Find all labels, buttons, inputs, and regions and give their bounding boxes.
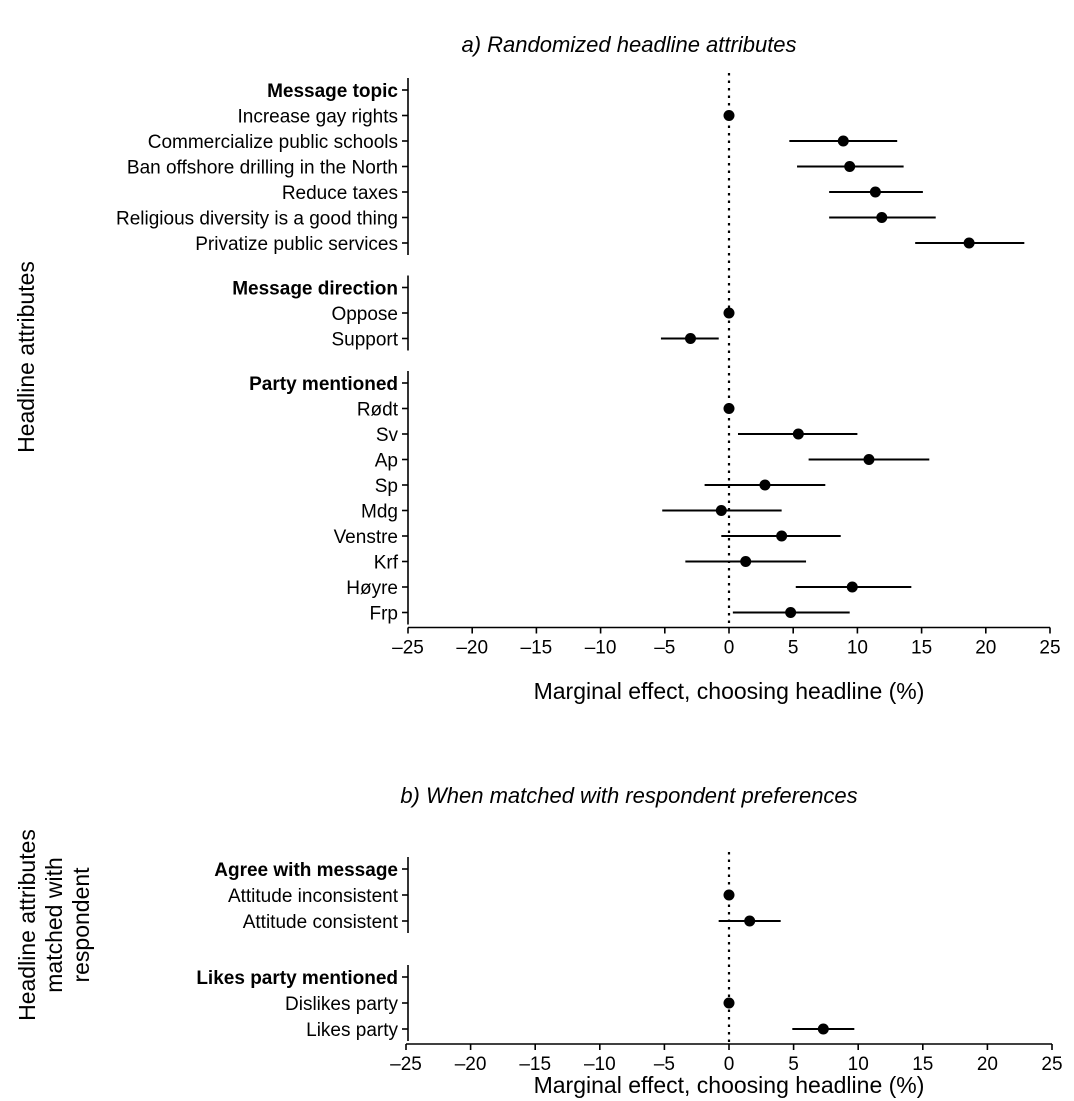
panel-b-x-tick-label: 15 — [912, 1054, 933, 1075]
panel-a-x-tick-label: 15 — [911, 638, 932, 659]
panel-a-group-header: Message direction — [232, 279, 398, 300]
panel-b-row-label: Likes party — [306, 1020, 398, 1041]
panel-a-row-label: Sv — [376, 425, 399, 446]
panel-b-group-header: Likes party mentioned — [196, 968, 398, 989]
panel-b-x-tick-label: –5 — [654, 1054, 675, 1075]
panel-b-x-tick-label: –15 — [519, 1054, 551, 1075]
panel-a-x-tick-label: 5 — [788, 638, 799, 659]
panel-a-point-estimate — [776, 530, 788, 542]
panel-a-point-estimate — [844, 161, 856, 172]
panel-a-x-tick-label: 10 — [847, 638, 868, 659]
panel-a-point-estimate — [740, 556, 752, 567]
panel-a-point-estimate — [715, 505, 727, 516]
panel-a-row-label: Sp — [375, 476, 398, 497]
panel-b-point-estimate — [723, 889, 735, 901]
panel-b-x-axis-label: Marginal effect, choosing headline (%) — [534, 1072, 925, 1098]
panel-a-row-label: Rødt — [357, 400, 399, 421]
panel-b-y-axis-label: matched with — [41, 857, 67, 993]
panel-b-row-label: Attitude consistent — [243, 912, 399, 933]
panel-a-row-label: Reduce taxes — [282, 183, 398, 204]
panel-b-y-axis-label: Headline attributes — [14, 829, 40, 1021]
panel-a-point-estimate — [837, 135, 849, 147]
panel-a-point-estimate — [792, 428, 804, 440]
panel-a-x-tick-label: 25 — [1039, 638, 1060, 659]
panel-b-x-tick-label: 5 — [788, 1054, 799, 1075]
panel-b-group-header: Agree with message — [214, 860, 398, 881]
panel-a-x-tick-label: –10 — [585, 638, 617, 659]
panel-a-row-label: Venstre — [334, 527, 398, 548]
panel-a-x-tick-label: –15 — [521, 638, 553, 659]
panel-b-x-tick-label: 10 — [848, 1054, 869, 1075]
panel-a-x-tick-label: –25 — [392, 638, 424, 659]
panel-a-row-label: Increase gay rights — [237, 107, 398, 128]
panel-a-x-tick-label: 20 — [975, 638, 996, 659]
panel-a-x-tick-label: 0 — [724, 638, 735, 659]
panel-a-row-label: Oppose — [331, 304, 398, 325]
panel-a-y-axis-label: Headline attributes — [13, 261, 39, 453]
panel-a-point-estimate — [759, 479, 771, 491]
panel-b-x-tick-label: 25 — [1041, 1054, 1062, 1075]
panel-a-point-estimate — [869, 186, 881, 198]
panel-b-x-tick-label: 0 — [724, 1054, 735, 1075]
panel-b-point-estimate — [744, 915, 756, 927]
panel-b-point-estimate — [817, 1023, 829, 1035]
panel-a-row-label: Høyre — [346, 578, 398, 599]
panel-b-x-tick-label: –10 — [584, 1054, 616, 1075]
panel-a-row-label: Support — [331, 330, 398, 351]
panel-b-x-tick-label: –20 — [455, 1054, 487, 1075]
panel-a-point-estimate — [876, 212, 888, 223]
panel-b-x-tick-label: –25 — [390, 1054, 422, 1075]
panel-a-row-label: Commercialize public schools — [148, 132, 398, 153]
panel-b-title: b) When matched with respondent preferen… — [400, 783, 857, 808]
panel-b-y-axis-label: respondent — [68, 867, 94, 983]
panel-a-row-label: Ap — [375, 451, 398, 472]
panel-a-row-label: Frp — [370, 604, 399, 625]
panel-b-row-label: Attitude inconsistent — [228, 886, 399, 907]
panel-a-point-estimate — [684, 333, 696, 344]
panel-a-group-header: Party mentioned — [249, 374, 398, 395]
panel-a-x-tick-label: –20 — [456, 638, 488, 659]
panel-a-point-estimate — [723, 110, 735, 121]
panel-a-row-label: Krf — [374, 553, 399, 574]
panel-a-point-estimate — [846, 581, 858, 593]
panel-a-point-estimate — [723, 403, 735, 414]
panel-a-point-estimate — [785, 607, 797, 618]
panel-a-x-tick-label: –5 — [654, 638, 675, 659]
panel-a-title: a) Randomized headline attributes — [461, 32, 796, 57]
panel-b-x-tick-label: 20 — [977, 1054, 998, 1075]
panel-a-row-label: Mdg — [361, 502, 398, 523]
panel-a-group-header: Message topic — [267, 81, 398, 102]
panel-a-point-estimate — [963, 237, 975, 249]
panel-a-x-axis-label: Marginal effect, choosing headline (%) — [534, 678, 925, 704]
panel-a-row-label: Religious diversity is a good thing — [116, 209, 398, 230]
panel-b-row-label: Dislikes party — [285, 994, 398, 1015]
panel-a-row-label: Privatize public services — [195, 234, 398, 255]
panel-a-row-label: Ban offshore drilling in the North — [127, 158, 398, 179]
panel-a-point-estimate — [863, 454, 875, 465]
